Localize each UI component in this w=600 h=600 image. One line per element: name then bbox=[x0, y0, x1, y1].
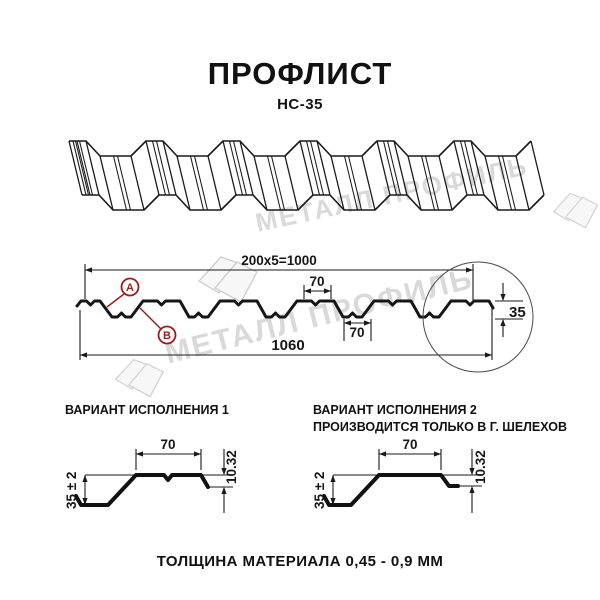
page-title: ПРОФЛИСТ bbox=[207, 56, 393, 91]
variant1-dim-top: 70 bbox=[160, 437, 175, 452]
dim-rib-bottom: 70 bbox=[349, 325, 364, 340]
logo-mark bbox=[114, 358, 164, 398]
callout-a-circle bbox=[120, 277, 140, 297]
variant2-profile-line bbox=[322, 473, 460, 507]
dimension-labels: 200x5=1000 70 70 1060 35 bbox=[241, 253, 525, 354]
dim-cover-width: 200x5=1000 bbox=[241, 253, 316, 268]
profile-3d-sheet bbox=[68, 140, 545, 211]
detail-magnifier-circle bbox=[422, 261, 534, 373]
callout-b-label: В bbox=[163, 330, 171, 342]
variant1-profile-line bbox=[74, 473, 210, 507]
variant-dimension-lines bbox=[82, 449, 482, 513]
dimension-lines bbox=[79, 264, 523, 360]
variant2-dim-edge: 10.32 bbox=[473, 450, 488, 484]
variant2-title-line1: ВАРИАНТ ИСПОЛНЕНИЯ 2 bbox=[313, 403, 477, 417]
variant1-title: ВАРИАНТ ИСПОЛНЕНИЯ 1 bbox=[65, 403, 229, 417]
callout-a-label: А bbox=[126, 282, 134, 294]
variant-dimension-labels: 70 10.32 35 ± 2 70 10.32 35 ± 2 bbox=[64, 437, 488, 509]
variant2-dim-top: 70 bbox=[402, 437, 417, 452]
variant1-dim-height: 35 ± 2 bbox=[64, 472, 79, 509]
callout-a: А bbox=[106, 277, 140, 308]
profile-model-name: НС-35 bbox=[277, 96, 323, 113]
logo-mark bbox=[552, 192, 599, 229]
cross-section-profile-line bbox=[75, 299, 495, 319]
thickness-note: ТОЛЩИНА МАТЕРИАЛА 0,45 - 0,9 ММ bbox=[156, 553, 444, 570]
dim-height: 35 bbox=[509, 304, 526, 321]
callout-b: В bbox=[139, 307, 177, 345]
logo-mark bbox=[197, 256, 258, 303]
variant2-title-line2: ПРОИЗВОДИТСЯ ТОЛЬКО В Г. ШЕЛЕХОВ bbox=[313, 420, 568, 434]
variant2-title: ВАРИАНТ ИСПОЛНЕНИЯ 2 ПРОИЗВОДИТСЯ ТОЛЬКО… bbox=[313, 402, 567, 436]
dim-rib-top: 70 bbox=[309, 274, 324, 289]
callout-b-circle bbox=[157, 325, 177, 345]
dim-overall-width: 1060 bbox=[271, 337, 304, 354]
variant1-dim-edge: 10.32 bbox=[224, 450, 239, 484]
variant2-dim-height: 35 ± 2 bbox=[312, 472, 327, 509]
